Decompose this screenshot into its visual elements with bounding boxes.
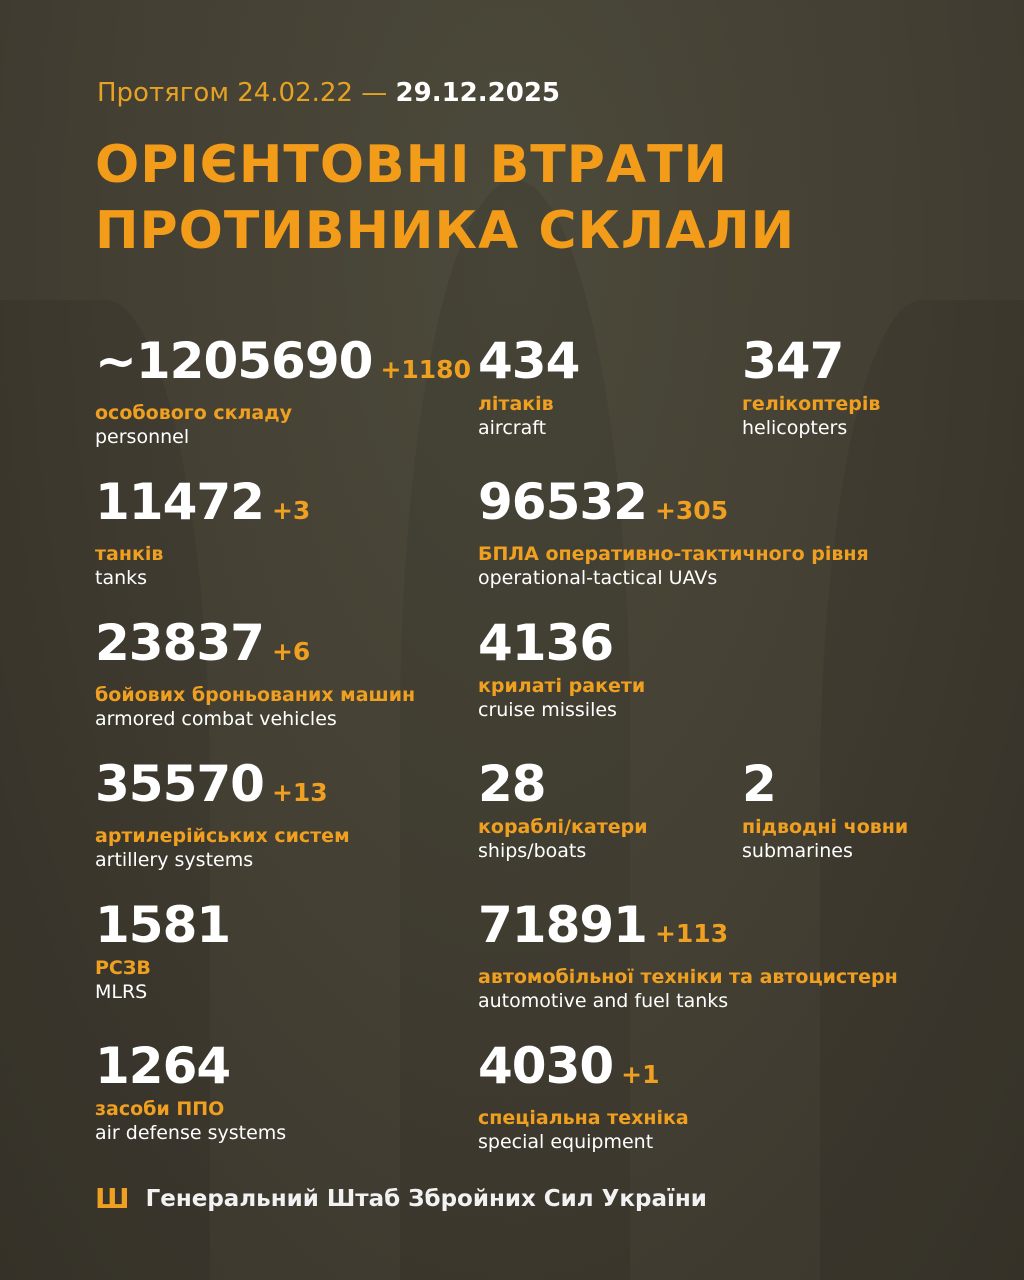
stat-item: 4030 +1 спеціальна техніка special equipm…	[478, 1040, 689, 1153]
stat-label-ua: підводні човни	[742, 816, 909, 838]
stat-number: 4030	[478, 1037, 614, 1095]
stat-value: 11472 +3	[95, 476, 310, 537]
stat-label-en: helicopters	[742, 417, 848, 439]
stat-delta: +305	[654, 496, 729, 525]
footer: Ш Генеральний Штаб Збройних Сил України	[95, 1182, 707, 1215]
footer-text: Генеральний Штаб Збройних Сил України	[145, 1185, 707, 1212]
stat-item: 1581 РСЗВ MLRS	[95, 896, 231, 1003]
stat-item: 35570 +13 артилерійських систем artillery…	[95, 758, 350, 871]
stat-delta: +113	[654, 919, 729, 948]
stat-label-en: aircraft	[478, 417, 547, 439]
stat-value: 1264	[95, 1040, 286, 1092]
background-shape	[400, 180, 630, 1280]
stat-value: 1581	[95, 896, 231, 954]
stat-value: 96532 +305	[478, 476, 869, 537]
stat-value: 347	[742, 335, 880, 387]
stat-label-en: cruise missiles	[478, 699, 617, 721]
stat-value: 35570 +13	[95, 758, 350, 819]
stat-number: 347	[742, 332, 844, 390]
stat-label-en: artillery systems	[95, 849, 254, 871]
stat-label-en: ships/boats	[478, 840, 587, 862]
stat-label-ua: РСЗВ	[95, 957, 151, 979]
stat-item: 1264 засоби ППО air defense systems	[95, 1040, 286, 1144]
stat-value: 434	[478, 332, 580, 390]
stat-label-en: automotive and fuel tanks	[478, 990, 729, 1012]
stat-item: 4136 крилаті ракети cruise missiles	[478, 617, 645, 721]
background-shape	[820, 300, 1024, 1280]
stat-value: 4136	[478, 617, 645, 669]
stat-number: 96532	[478, 473, 648, 531]
stat-item: 11472 +3 танків tanks	[95, 476, 310, 589]
stat-value: 2	[742, 758, 908, 810]
stat-delta: +1	[621, 1060, 660, 1089]
stat-label-ua: засоби ППО	[95, 1098, 225, 1120]
stat-number: 23837	[95, 614, 265, 672]
stat-number: ~1205690	[95, 332, 373, 390]
stat-item: 71891 +113 автомобільної техніки та автоц…	[478, 899, 898, 1012]
stat-value: 23837 +6	[95, 617, 415, 678]
stat-label-en: air defense systems	[95, 1122, 287, 1144]
stat-label-ua: танків	[95, 543, 164, 565]
stat-delta: +1180	[380, 355, 471, 384]
stat-label-ua: крилаті ракети	[478, 675, 646, 697]
stat-item: 28 кораблі/катери ships/boats	[478, 758, 648, 862]
stat-value: 28	[478, 758, 648, 810]
stat-item: ~1205690 +1180 особового складу personnel	[95, 335, 471, 448]
background-shape	[0, 300, 210, 1280]
stat-label-en: armored combat vehicles	[95, 708, 337, 730]
stat-label-ua: артилерійських систем	[95, 825, 350, 847]
stat-label-ua: кораблі/катери	[478, 816, 648, 838]
stat-label-ua: літаків	[478, 393, 554, 415]
stat-delta: +6	[271, 637, 311, 666]
date-range: Протягом 24.02.22 — 29.12.2025	[97, 78, 560, 108]
stat-label-ua: особового складу	[95, 402, 292, 424]
stat-label-en: personnel	[95, 426, 190, 448]
trident-icon: Ш	[95, 1182, 130, 1215]
stat-label-ua: гелікоптерів	[742, 393, 881, 415]
stat-number: 71891	[478, 896, 648, 954]
stat-label-ua: БПЛА оперативно-тактичного рівня	[478, 543, 869, 565]
stat-number: 1581	[95, 896, 231, 954]
stat-label-ua: автомобільної техніки та автоцистерн	[478, 966, 898, 988]
stat-item: 23837 +6 бойових броньованих машин armore…	[95, 617, 415, 730]
stat-delta: +13	[271, 778, 328, 807]
stat-label-en: special equipment	[478, 1131, 654, 1153]
stat-number: 1264	[95, 1037, 231, 1095]
stat-number: 434	[478, 332, 580, 390]
stat-value: 71891 +113	[478, 899, 898, 960]
stat-number: 2	[742, 755, 777, 813]
stat-delta: +3	[271, 496, 311, 525]
stat-label-ua: спеціальна техніка	[478, 1107, 689, 1129]
stat-number: 4136	[478, 614, 614, 672]
stat-item: 434 літаків aircraft	[478, 332, 580, 439]
stat-number: 35570	[95, 755, 265, 813]
stat-item: 347 гелікоптерів helicopters	[742, 335, 880, 439]
stat-value: 4030 +1	[478, 1040, 689, 1101]
stat-label-ua: бойових броньованих машин	[95, 684, 416, 706]
stat-label-en: submarines	[742, 840, 853, 862]
stat-item: 2 підводні човни submarines	[742, 758, 908, 862]
stat-label-en: tanks	[95, 567, 148, 589]
page-title: ОРІЄНТОВНІ ВТРАТИ ПРОТИВНИКА СКЛАЛИ	[95, 135, 796, 261]
stat-number: 11472	[95, 473, 265, 531]
stat-label-en: operational-tactical UAVs	[478, 567, 718, 589]
stat-label-en: MLRS	[95, 981, 148, 1003]
stat-value: ~1205690 +1180	[95, 335, 471, 396]
stat-number: 28	[478, 755, 547, 813]
stat-item: 96532 +305 БПЛА оперативно-тактичного рів…	[478, 476, 869, 589]
